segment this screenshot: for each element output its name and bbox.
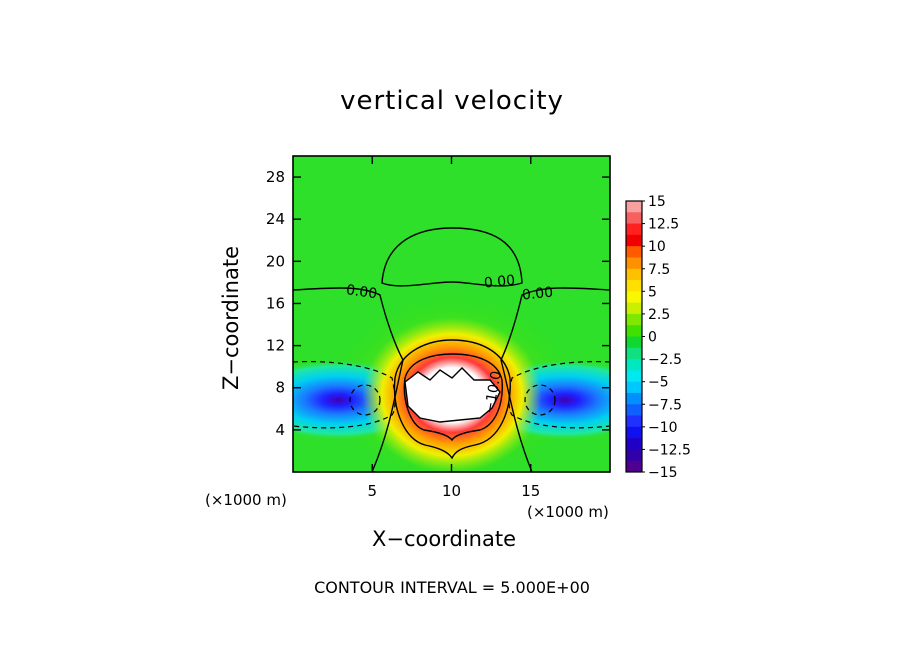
colorbar-segment bbox=[626, 268, 642, 281]
contour-label: −10.0 bbox=[482, 370, 505, 415]
colorbar-label: 2.5 bbox=[648, 307, 670, 323]
y-tick-label: 20 bbox=[266, 252, 285, 270]
x-axis-unit-label: (×1000 m) bbox=[205, 491, 287, 509]
y-tick-label: 12 bbox=[266, 337, 285, 355]
colorbar-segment bbox=[626, 325, 642, 337]
colorbar-segment bbox=[626, 426, 642, 439]
colorbar-segment bbox=[626, 212, 642, 225]
y-tick-label: 24 bbox=[266, 210, 285, 228]
colorbar-segment bbox=[626, 449, 642, 462]
colorbar-segment bbox=[626, 302, 642, 315]
colorbar-label: 0 bbox=[648, 330, 657, 346]
colorbar-segment bbox=[626, 234, 642, 247]
colorbar-label: −10 bbox=[648, 420, 678, 436]
colorbar bbox=[625, 200, 643, 473]
colorbar-segment bbox=[626, 404, 642, 417]
colorbar-segment bbox=[626, 280, 642, 292]
colorbar-label: 7.5 bbox=[648, 262, 670, 278]
y-axis-tick-labels: 4 8 12 16 20 24 28 bbox=[266, 168, 285, 439]
heatmap-field bbox=[293, 156, 610, 472]
colorbar-segment bbox=[626, 246, 642, 258]
colorbar-segment bbox=[626, 347, 642, 360]
colorbar-label: 5 bbox=[648, 284, 657, 300]
x-tick-label: 15 bbox=[521, 482, 540, 500]
y-axis-unit-label: (×1000 m) bbox=[527, 503, 609, 521]
colorbar-segment bbox=[626, 257, 642, 270]
colorbar-label: 15 bbox=[648, 194, 666, 210]
chart-title: vertical velocity bbox=[340, 86, 564, 116]
contour-lines bbox=[293, 227, 610, 472]
colorbar-segment bbox=[626, 370, 642, 383]
colorbar-segment bbox=[626, 381, 642, 394]
colorbar-segment bbox=[626, 291, 642, 304]
colorbar-label: −2.5 bbox=[648, 352, 682, 368]
colorbar-segment bbox=[626, 460, 642, 473]
colorbar-label: −7.5 bbox=[648, 397, 682, 413]
x-axis-label: X−coordinate bbox=[372, 527, 516, 551]
contour-label: 0.00 bbox=[345, 282, 378, 302]
colorbar-label: −5 bbox=[648, 375, 669, 391]
x-tick-label: 5 bbox=[367, 482, 377, 500]
axis-ticks bbox=[293, 156, 610, 472]
contour-interval-note: CONTOUR INTERVAL = 5.000E+00 bbox=[314, 578, 590, 597]
contour-lines-negative bbox=[293, 361, 610, 429]
colorbar-segment bbox=[626, 223, 642, 236]
colorbar-segment bbox=[626, 392, 642, 405]
colorbar-segment bbox=[626, 438, 642, 450]
colorbar-segment bbox=[626, 313, 642, 326]
y-tick-label: 28 bbox=[266, 168, 285, 186]
x-axis-tick-labels: 5 10 15 bbox=[367, 482, 540, 500]
colorbar-labels: 15 12.5 10 7.5 5 2.5 0 −2.5 −5 −7.5 −10 −12.5 −15 bbox=[642, 194, 691, 481]
colorbar-segment bbox=[626, 359, 642, 371]
y-tick-label: 8 bbox=[275, 379, 285, 397]
colorbar-label: −15 bbox=[648, 465, 678, 481]
contour-label: 0.00 bbox=[521, 284, 554, 303]
y-tick-label: 4 bbox=[275, 421, 285, 439]
colorbar-segment bbox=[626, 201, 642, 213]
x-tick-label: 10 bbox=[442, 482, 461, 500]
y-axis-label: Z−coordinate bbox=[219, 246, 243, 390]
colorbar-segment bbox=[626, 336, 642, 349]
contour-label: 0.00 bbox=[483, 272, 516, 291]
colorbar-label: 12.5 bbox=[648, 217, 679, 233]
colorbar-segment bbox=[626, 415, 642, 428]
y-tick-label: 16 bbox=[266, 294, 285, 312]
colorbar-label: 10 bbox=[648, 239, 666, 255]
colorbar-label: −12.5 bbox=[648, 442, 691, 458]
